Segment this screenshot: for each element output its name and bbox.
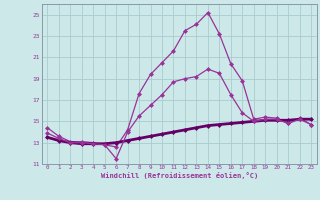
- X-axis label: Windchill (Refroidissement éolien,°C): Windchill (Refroidissement éolien,°C): [100, 172, 258, 179]
